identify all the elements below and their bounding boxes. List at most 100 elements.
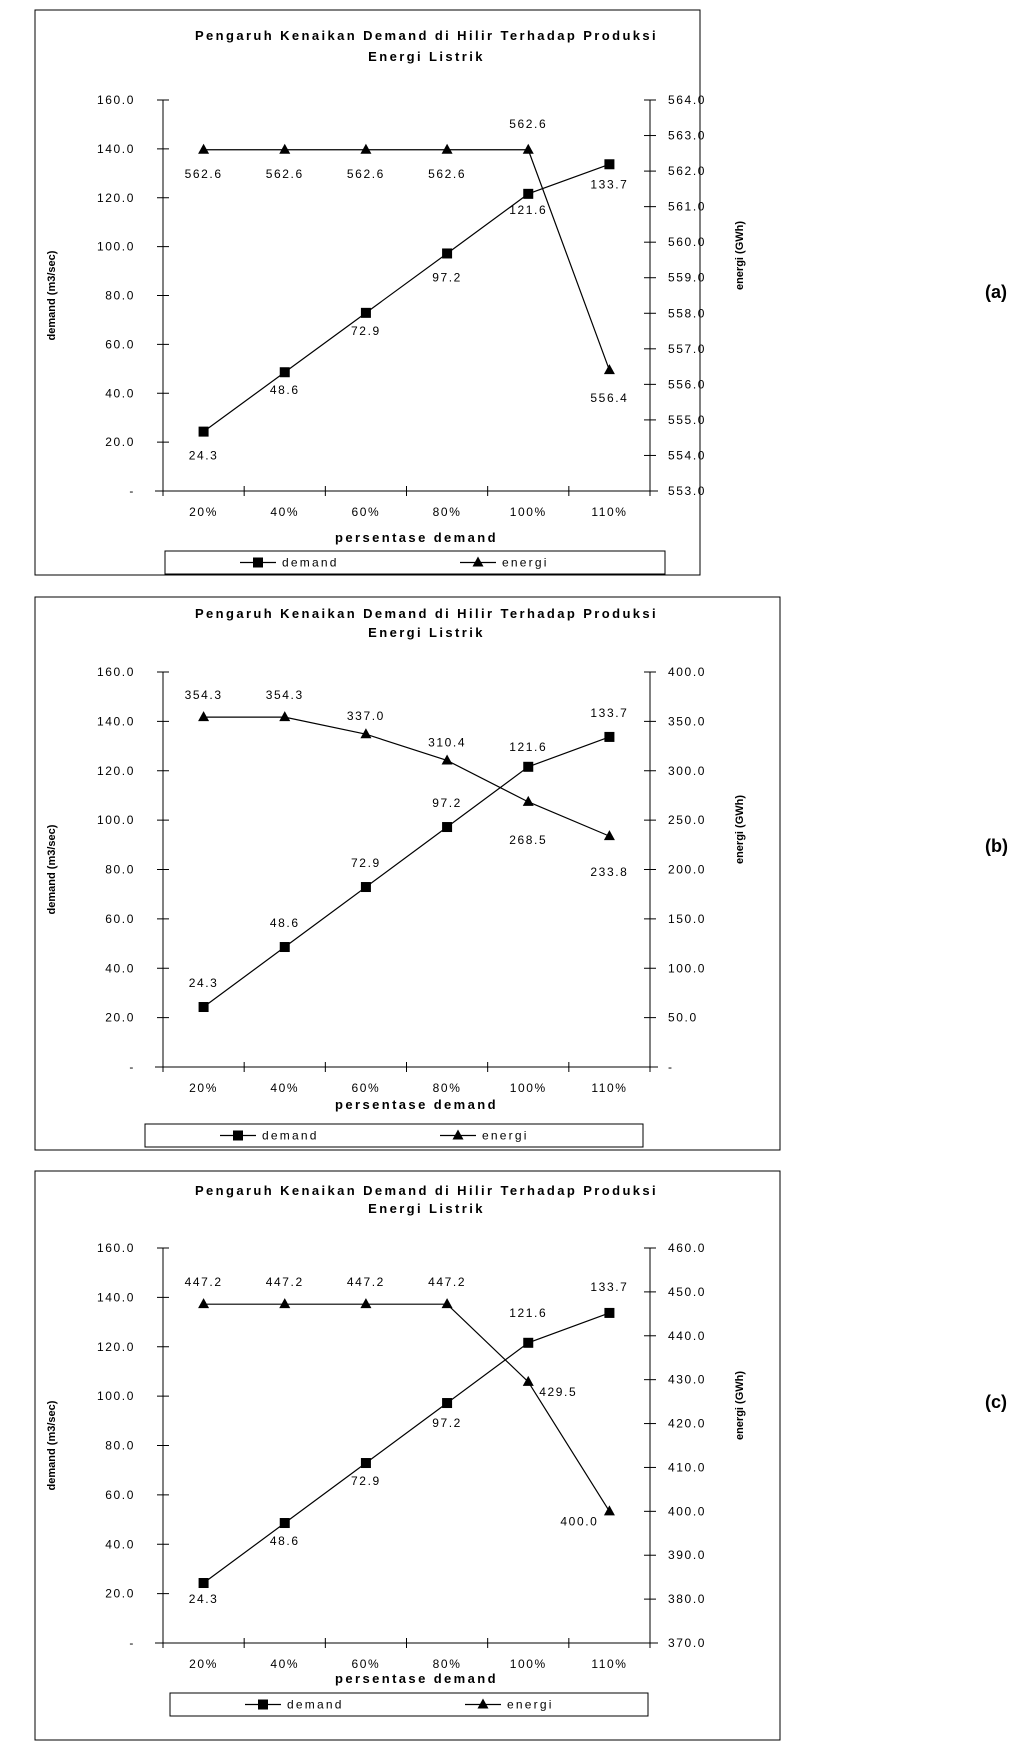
- chart2-point-demand-5: [604, 1307, 615, 1318]
- chart2-data-label-energi-5: 400.0: [560, 1514, 598, 1528]
- chart1-data-label-energi-4: 268.5: [509, 833, 547, 847]
- chart0-point-energi-1: [279, 143, 291, 154]
- chart1-data-label-energi-1: 354.3: [266, 688, 304, 702]
- chart1-point-demand-5: [604, 731, 615, 742]
- chart1-ytick-label-right-3: 150.0: [668, 912, 706, 926]
- chart1-ytick-label-left-3: 60.0: [105, 912, 135, 926]
- chart0-legend-box: [164, 550, 666, 575]
- chart2-ytick-label-right-6: 430.0: [668, 1373, 706, 1387]
- chart1-xtick-label-2: 60%: [352, 1081, 381, 1095]
- chart0-ytick-label-right-6: 559.0: [668, 271, 706, 285]
- chart1-data-label-demand-1: 48.6: [270, 916, 300, 930]
- chart2-point-energi-5: [603, 1505, 615, 1516]
- chart0-point-energi-5: [603, 364, 615, 375]
- chart0-ytick-label-left-8: 160.0: [97, 93, 135, 107]
- chart1-ytick-label-left-5: 100.0: [97, 813, 135, 827]
- chart1-frame: [34, 596, 781, 1151]
- chart1-ytick-label-left-0: -: [129, 1060, 135, 1074]
- chart2-data-label-demand-1: 48.6: [270, 1534, 300, 1548]
- chart1-data-label-demand-4: 121.6: [509, 740, 547, 754]
- chart1-point-energi-5: [603, 830, 615, 841]
- chart2-ytick-label-left-3: 60.0: [105, 1488, 135, 1502]
- chart1-point-demand-0: [198, 1002, 209, 1013]
- chart1-point-demand-1: [279, 942, 290, 953]
- chart0-point-energi-2: [360, 143, 372, 154]
- chart0-point-demand-3: [442, 248, 453, 259]
- chart2-data-label-demand-3: 97.2: [432, 1416, 462, 1430]
- chart0-legend-marker-energi: [472, 556, 484, 567]
- chart2-ytick-label-right-1: 380.0: [668, 1592, 706, 1606]
- chart2-data-label-demand-5: 133.7: [590, 1280, 628, 1294]
- chart2-ytick-label-left-4: 80.0: [105, 1439, 135, 1453]
- panel-label-b: (b): [985, 836, 1008, 856]
- chart0-frame: [34, 9, 701, 576]
- chart1-ytick-label-right-4: 200.0: [668, 863, 706, 877]
- panel-label-a: (a): [985, 282, 1007, 302]
- chart0-title-line-1: Pengaruh Kenaikan Demand di Hilir Terhad…: [195, 28, 658, 43]
- chart1-ytick-label-right-2: 100.0: [668, 961, 706, 975]
- chart2-xtick-label-4: 100%: [510, 1657, 547, 1671]
- chart2-data-label-demand-2: 72.9: [351, 1474, 381, 1488]
- chart1-point-energi-3: [441, 754, 453, 765]
- chart1-y-axis-label: demand (m3/sec): [46, 824, 58, 914]
- chart0-data-label-demand-5: 133.7: [590, 177, 628, 191]
- chart0-point-energi-4: [522, 143, 534, 154]
- chart0-ytick-label-left-2: 40.0: [105, 386, 135, 400]
- chart2-point-energi-1: [279, 1298, 291, 1309]
- chart0-xtick-label-2: 60%: [352, 505, 381, 519]
- chart2-x-axis-label: persentase demand: [335, 1671, 498, 1686]
- chart2-xtick-label-2: 60%: [352, 1657, 381, 1671]
- chart2-point-demand-3: [442, 1398, 453, 1409]
- chart1-ytick-label-right-6: 300.0: [668, 764, 706, 778]
- chart1-ytick-label-left-4: 80.0: [105, 863, 135, 877]
- chart0-ytick-label-left-6: 120.0: [97, 191, 135, 205]
- chart2-data-label-energi-1: 447.2: [266, 1275, 304, 1289]
- chart1-data-label-energi-5: 233.8: [590, 865, 628, 879]
- chart0-ytick-label-left-3: 60.0: [105, 337, 135, 351]
- chart0-ytick-label-right-0: 553.0: [668, 484, 706, 498]
- chart0-y-axis-label: demand (m3/sec): [46, 250, 58, 340]
- chart1-y2-axis-label: energi (GWh): [734, 795, 746, 864]
- chart2-data-label-energi-3: 447.2: [428, 1275, 466, 1289]
- chart1-legend-label-demand: demand: [262, 1129, 319, 1143]
- chart2-xtick-label-5: 110%: [591, 1657, 627, 1671]
- chart2-y2-axis-label: energi (GWh): [734, 1371, 746, 1440]
- chart2-ytick-label-right-7: 440.0: [668, 1329, 706, 1343]
- chart2-data-label-energi-4: 429.5: [539, 1385, 577, 1399]
- chart2-xtick-label-3: 80%: [433, 1657, 462, 1671]
- chart0-ytick-label-left-0: -: [129, 484, 135, 498]
- chart0-ytick-label-right-3: 556.0: [668, 377, 706, 391]
- chart1-data-label-demand-3: 97.2: [432, 796, 462, 810]
- chart1-ytick-label-left-8: 160.0: [97, 665, 135, 679]
- chart0-xtick-label-4: 100%: [510, 505, 547, 519]
- chart0-point-demand-0: [198, 426, 209, 437]
- chart1-ytick-label-left-7: 140.0: [97, 714, 135, 728]
- chart1-data-label-energi-0: 354.3: [185, 688, 223, 702]
- chart0-data-label-demand-2: 72.9: [351, 324, 381, 338]
- chart2-point-demand-4: [523, 1337, 534, 1348]
- chart2-ytick-label-left-7: 140.0: [97, 1290, 135, 1304]
- chart0-ytick-label-right-5: 558.0: [668, 306, 706, 320]
- chart2-series-demand-line: [203, 1312, 610, 1584]
- chart2-ytick-label-left-0: -: [129, 1636, 135, 1650]
- chart2-ytick-label-right-8: 450.0: [668, 1285, 706, 1299]
- chart0-point-demand-2: [360, 307, 371, 318]
- chart2-ytick-label-right-2: 390.0: [668, 1548, 706, 1562]
- chart0-xtick-label-5: 110%: [591, 505, 627, 519]
- chart0-legend-label-demand: demand: [282, 556, 339, 570]
- chart2-data-label-energi-0: 447.2: [185, 1275, 223, 1289]
- chart1-data-label-demand-5: 133.7: [590, 706, 628, 720]
- chart1-point-energi-1: [279, 711, 291, 722]
- chart2-xtick-label-0: 20%: [189, 1657, 218, 1671]
- chart0-point-energi-0: [198, 143, 210, 154]
- chart1-ytick-label-left-6: 120.0: [97, 764, 135, 778]
- chart2-title-line-1: Pengaruh Kenaikan Demand di Hilir Terhad…: [195, 1183, 658, 1198]
- chart2-legend-box: [169, 1692, 649, 1717]
- chart2-legend-marker-energi: [477, 1698, 489, 1709]
- chart1-ytick-label-left-2: 40.0: [105, 961, 135, 975]
- chart2-point-energi-4: [522, 1375, 534, 1386]
- chart0-legend-label-energi: energi: [502, 556, 549, 570]
- chart1-point-demand-2: [360, 882, 371, 893]
- chart1-ytick-label-right-5: 250.0: [668, 813, 706, 827]
